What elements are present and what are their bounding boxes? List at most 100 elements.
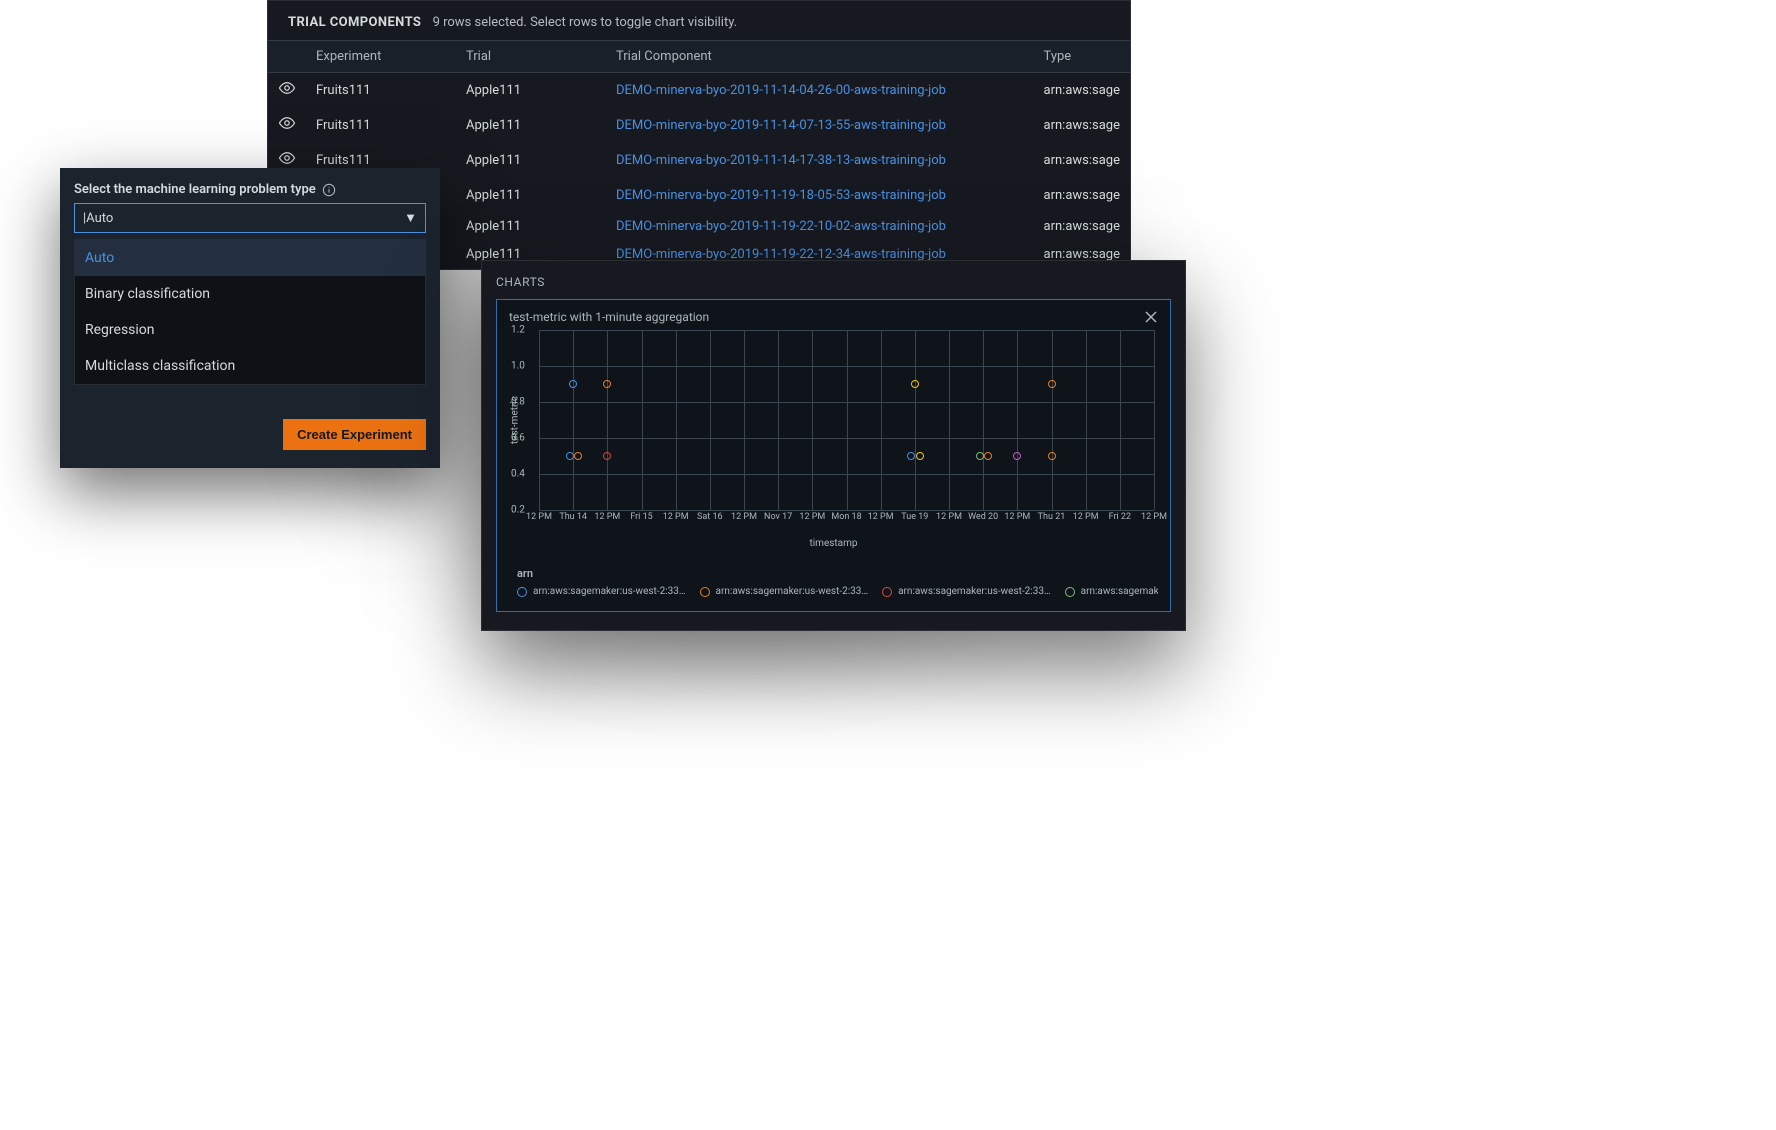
chart-box: test-metric with 1-minute aggregation te…: [496, 299, 1171, 612]
chart-marker[interactable]: [1013, 452, 1021, 460]
cell-component-link[interactable]: DEMO-minerva-byo-2019-11-19-22-10-02-aws…: [606, 213, 1034, 241]
legend-item[interactable]: arn:aws:sagemaker:us-west-2:33…: [882, 586, 1051, 597]
problem-type-option-list: AutoBinary classificationRegressionMulti…: [74, 239, 426, 385]
y-tick-label: 1.2: [511, 325, 525, 336]
y-tick-label: 0.4: [511, 469, 525, 480]
cell-component-link[interactable]: DEMO-minerva-byo-2019-11-14-17-38-13-aws…: [606, 143, 1034, 178]
x-tick-label: Fri 22: [1109, 512, 1131, 522]
table-header-trial[interactable]: Trial: [456, 41, 606, 73]
y-tick-label: 0.6: [511, 433, 525, 444]
table-header-experiment[interactable]: Experiment: [306, 41, 456, 73]
legend-swatch-icon: [1065, 587, 1075, 597]
cell-trial: Apple111: [456, 213, 606, 241]
x-tick-label: 12 PM: [1073, 512, 1099, 522]
cell-experiment: Fruits111: [306, 73, 456, 108]
chart-marker[interactable]: [1048, 452, 1056, 460]
chart-title: test-metric with 1-minute aggregation: [509, 310, 709, 324]
problem-type-option[interactable]: Binary classification: [75, 276, 425, 312]
legend-swatch-icon: [882, 587, 892, 597]
chart-marker[interactable]: [603, 380, 611, 388]
cell-trial: Apple111: [456, 108, 606, 143]
chevron-down-icon: ▼: [404, 210, 417, 226]
cell-type: arn:aws:sage: [1034, 213, 1130, 241]
legend-item-label: arn:aws:sagemaker:us-west-2:33…: [533, 586, 686, 597]
x-tick-label: 12 PM: [936, 512, 962, 522]
chart-marker[interactable]: [1048, 380, 1056, 388]
table-row[interactable]: Fruits111Apple111DEMO-minerva-byo-2019-1…: [268, 73, 1130, 108]
x-tick-label: Thu 21: [1038, 512, 1066, 522]
close-icon[interactable]: [1144, 310, 1158, 324]
x-tick-label: 12 PM: [1141, 512, 1167, 522]
chart-legend: arn arn:aws:sagemaker:us-west-2:33…arn:a…: [509, 567, 1158, 597]
x-tick-label: 12 PM: [1004, 512, 1030, 522]
eye-icon[interactable]: [278, 79, 296, 97]
legend-item-label: arn:aws:sagemaker:us-west-2:33…: [716, 586, 869, 597]
chart-marker[interactable]: [911, 380, 919, 388]
x-axis-label: timestamp: [509, 538, 1158, 549]
chart-marker[interactable]: [907, 452, 915, 460]
table-header-component[interactable]: Trial Component: [606, 41, 1034, 73]
y-tick-label: 0.8: [511, 397, 525, 408]
cell-experiment: Fruits111: [306, 108, 456, 143]
x-tick-label: 12 PM: [799, 512, 825, 522]
y-tick-label: 1.0: [511, 361, 525, 372]
charts-section-title: CHARTS: [496, 275, 1171, 289]
chart-marker[interactable]: [603, 452, 611, 460]
panel-header: TRIAL COMPONENTS 9 rows selected. Select…: [268, 1, 1130, 40]
info-icon[interactable]: [322, 183, 336, 197]
cell-trial: Apple111: [456, 178, 606, 213]
x-tick-label: 12 PM: [868, 512, 894, 522]
charts-panel: CHARTS test-metric with 1-minute aggrega…: [481, 260, 1186, 631]
legend-item[interactable]: arn:aws:sagemaker:us-west-2:33…: [517, 586, 686, 597]
table-row[interactable]: Fruits111Apple111DEMO-minerva-byo-2019-1…: [268, 108, 1130, 143]
legend-item-label: arn:aws:sagemaker:us-west-2:33…: [898, 586, 1051, 597]
table-header-type[interactable]: Type: [1034, 41, 1130, 73]
cell-type: arn:aws:sage: [1034, 178, 1130, 213]
create-experiment-button[interactable]: Create Experiment: [283, 419, 426, 450]
problem-type-label-text: Select the machine learning problem type: [74, 182, 316, 197]
x-tick-label: Thu 14: [559, 512, 587, 522]
x-tick-label: 12 PM: [526, 512, 552, 522]
x-tick-label: Tue 19: [901, 512, 928, 522]
cell-type: arn:aws:sage: [1034, 143, 1130, 178]
chart-marker[interactable]: [976, 452, 984, 460]
chart-marker[interactable]: [916, 452, 924, 460]
x-tick-label: 12 PM: [731, 512, 757, 522]
chart-marker[interactable]: [574, 452, 582, 460]
x-tick-label: 12 PM: [663, 512, 689, 522]
problem-type-option[interactable]: Multiclass classification: [75, 348, 425, 384]
panel-subtitle: 9 rows selected. Select rows to toggle c…: [433, 15, 738, 30]
eye-icon[interactable]: [278, 149, 296, 167]
problem-type-option[interactable]: Auto: [75, 240, 425, 276]
x-tick-label: Nov 17: [764, 512, 792, 522]
problem-type-select[interactable]: |Auto ▼: [74, 203, 426, 233]
cell-trial: Apple111: [456, 143, 606, 178]
x-axis-ticks: 12 PM Thu 14 12 PM Fri 15 12 PM Sat 16 12 PM No…: [539, 510, 1154, 536]
cell-type: arn:aws:sage: [1034, 73, 1130, 108]
y-tick-label: 0.2: [511, 505, 525, 516]
legend-swatch-icon: [700, 587, 710, 597]
legend-item[interactable]: arn:aws:sagemaker:us-west-2:33…: [700, 586, 869, 597]
problem-type-selected-value: |Auto: [83, 211, 113, 226]
cell-component-link[interactable]: DEMO-minerva-byo-2019-11-14-04-26-00-aws…: [606, 73, 1034, 108]
problem-type-card: Select the machine learning problem type…: [60, 168, 440, 468]
x-tick-label: 12 PM: [594, 512, 620, 522]
cell-component-link[interactable]: DEMO-minerva-byo-2019-11-19-18-05-53-aws…: [606, 178, 1034, 213]
table-header-visibility: [268, 41, 306, 73]
chart-marker[interactable]: [569, 380, 577, 388]
cell-type: arn:aws:sage: [1034, 108, 1130, 143]
x-tick-label: Mon 18: [831, 512, 861, 522]
problem-type-option[interactable]: Regression: [75, 312, 425, 348]
legend-swatch-icon: [517, 587, 527, 597]
x-tick-label: Sat 16: [697, 512, 723, 522]
chart-marker[interactable]: [984, 452, 992, 460]
cell-trial: Apple111: [456, 73, 606, 108]
x-tick-label: Wed 20: [968, 512, 998, 522]
x-tick-label: Fri 15: [630, 512, 652, 522]
eye-icon[interactable]: [278, 114, 296, 132]
legend-item[interactable]: arn:aws:sagemaker:us-west-2:33…: [1065, 586, 1158, 597]
cell-component-link[interactable]: DEMO-minerva-byo-2019-11-14-07-13-55-aws…: [606, 108, 1034, 143]
chart-marker[interactable]: [566, 452, 574, 460]
legend-item-label: arn:aws:sagemaker:us-west-2:33…: [1081, 586, 1158, 597]
plot-area: 0.20.40.60.81.01.2: [539, 330, 1154, 510]
